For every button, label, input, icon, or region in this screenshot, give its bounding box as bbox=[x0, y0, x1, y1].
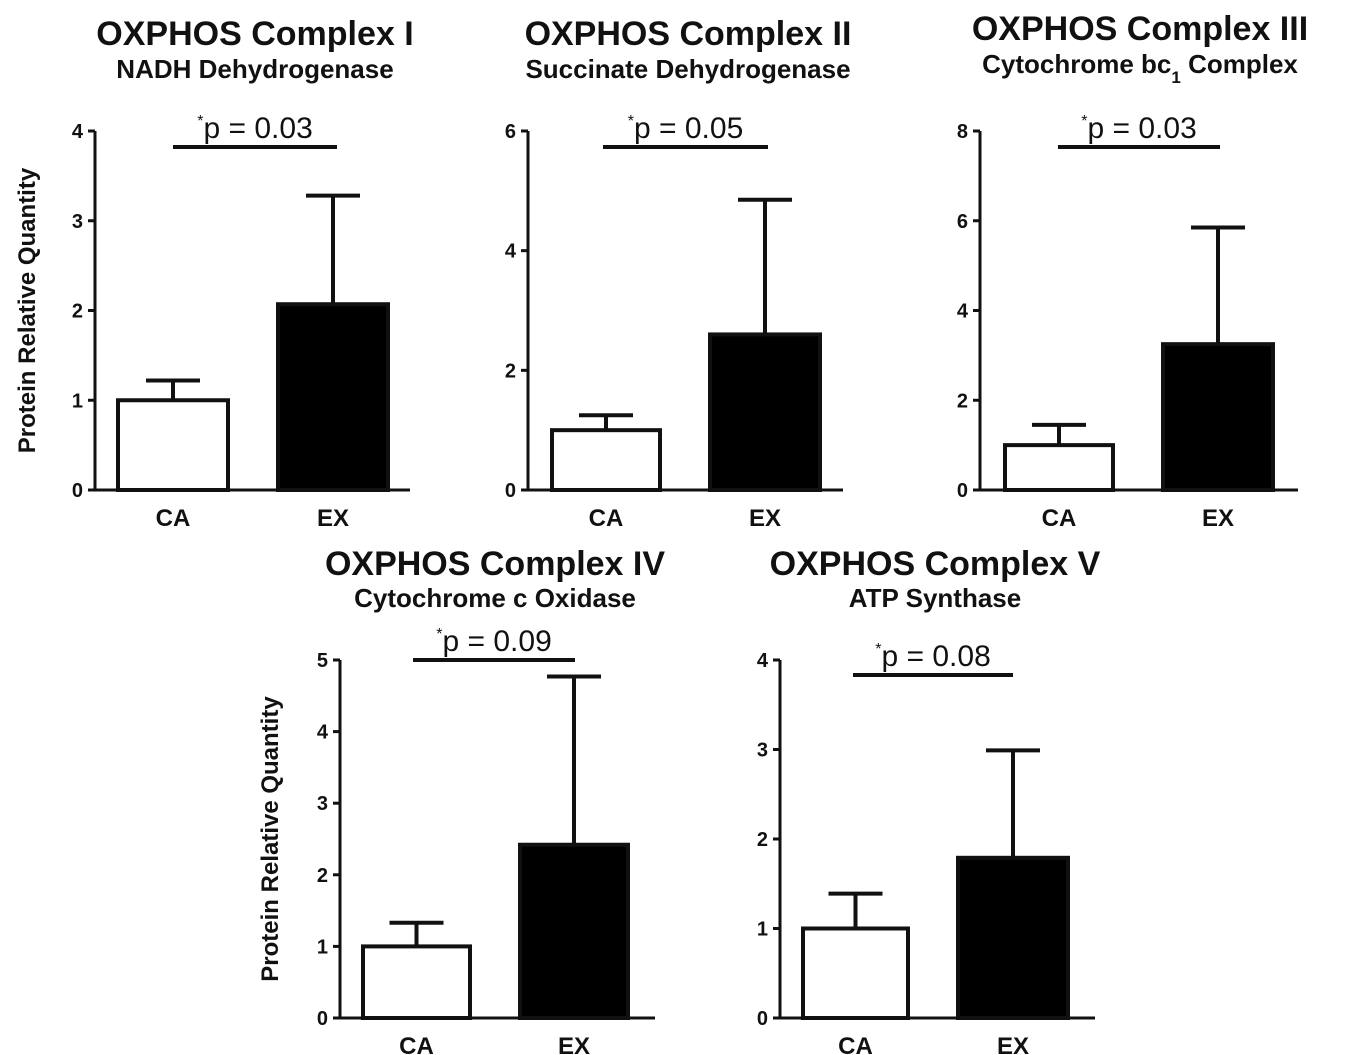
bar-ex bbox=[1161, 342, 1275, 492]
significance-star: * bbox=[628, 113, 634, 130]
bar-ex bbox=[956, 855, 1070, 1020]
significance-star: * bbox=[1081, 113, 1087, 130]
significance-star: * bbox=[197, 113, 203, 130]
x-category-label: EX bbox=[997, 1033, 1029, 1055]
x-category-label: CA bbox=[399, 1033, 434, 1055]
y-axis-label: Protein Relative Quantity bbox=[257, 696, 284, 982]
y-tick-label: 1 bbox=[317, 936, 328, 958]
significance-label: *p = 0.03 bbox=[197, 112, 313, 145]
chart-subtitle: NADH Dehydrogenase bbox=[116, 54, 393, 84]
chart-title: OXPHOS Complex IV bbox=[325, 545, 665, 583]
y-tick-label: 2 bbox=[317, 865, 328, 887]
chart-title: OXPHOS Complex II bbox=[525, 15, 852, 53]
chart-subtitle: Succinate Dehydrogenase bbox=[525, 54, 850, 84]
bar-ex bbox=[518, 842, 630, 1021]
y-tick-label: 4 bbox=[957, 301, 969, 323]
bar-ca bbox=[801, 926, 910, 1020]
y-axis-label: Protein Relative Quantity bbox=[14, 167, 41, 453]
chart-subtitle: Cytochrome bc1 Complex bbox=[982, 49, 1298, 87]
significance-label: *p = 0.09 bbox=[436, 625, 552, 658]
y-tick-label: 2 bbox=[72, 301, 83, 323]
y-tick-label: 3 bbox=[317, 793, 328, 815]
y-tick-label: 2 bbox=[957, 390, 968, 412]
y-tick-label: 4 bbox=[317, 722, 329, 744]
bar-ca bbox=[361, 944, 472, 1021]
y-tick-label: 3 bbox=[72, 211, 83, 233]
y-tick-label: 0 bbox=[957, 480, 968, 502]
significance-p-value: p = 0.05 bbox=[634, 112, 743, 145]
x-category-label: CA bbox=[156, 505, 191, 532]
y-tick-label: 0 bbox=[317, 1008, 328, 1030]
chart-title: OXPHOS Complex V bbox=[770, 545, 1101, 583]
significance-star: * bbox=[875, 641, 881, 658]
bar-ex bbox=[276, 302, 390, 492]
significance-p-value: p = 0.03 bbox=[1087, 112, 1196, 145]
y-tick-label: 2 bbox=[757, 829, 768, 851]
x-category-label: CA bbox=[589, 505, 624, 532]
x-category-label: EX bbox=[317, 505, 349, 532]
y-tick-label: 8 bbox=[957, 121, 968, 143]
y-tick-label: 0 bbox=[757, 1008, 768, 1030]
significance-p-value: p = 0.08 bbox=[881, 640, 990, 673]
bar-ca bbox=[550, 428, 662, 492]
x-category-label: EX bbox=[1202, 505, 1234, 532]
x-category-label: CA bbox=[838, 1033, 873, 1055]
y-tick-label: 6 bbox=[505, 121, 516, 143]
chart-title: OXPHOS Complex I bbox=[96, 15, 413, 53]
y-tick-label: 2 bbox=[505, 360, 516, 382]
significance-label: *p = 0.05 bbox=[628, 112, 744, 145]
chart-subtitle: Cytochrome c Oxidase bbox=[354, 583, 636, 613]
significance-label: *p = 0.08 bbox=[875, 640, 991, 673]
y-tick-label: 6 bbox=[957, 211, 968, 233]
significance-p-value: p = 0.03 bbox=[203, 112, 312, 145]
y-tick-label: 5 bbox=[317, 650, 328, 672]
chart-subtitle: ATP Synthase bbox=[849, 583, 1021, 613]
bar-ca bbox=[116, 398, 230, 492]
y-tick-label: 4 bbox=[757, 650, 769, 672]
x-category-label: EX bbox=[749, 505, 781, 532]
significance-p-value: p = 0.09 bbox=[442, 625, 551, 658]
y-tick-label: 4 bbox=[505, 241, 517, 263]
significance-label: *p = 0.03 bbox=[1081, 112, 1197, 145]
y-tick-label: 3 bbox=[757, 740, 768, 762]
bar-ca bbox=[1003, 443, 1115, 492]
y-tick-label: 1 bbox=[757, 919, 768, 941]
subtitle-tail: Complex bbox=[1181, 49, 1299, 79]
significance-star: * bbox=[436, 626, 442, 643]
x-category-label: CA bbox=[1042, 505, 1077, 532]
subtitle-subscript: 1 bbox=[1171, 68, 1180, 87]
y-tick-label: 0 bbox=[72, 480, 83, 502]
bar-ex bbox=[708, 332, 822, 492]
y-tick-label: 1 bbox=[72, 390, 83, 412]
chart-title: OXPHOS Complex III bbox=[972, 10, 1308, 48]
x-category-label: EX bbox=[558, 1033, 590, 1055]
y-tick-label: 0 bbox=[505, 480, 516, 502]
y-tick-label: 4 bbox=[72, 121, 84, 143]
